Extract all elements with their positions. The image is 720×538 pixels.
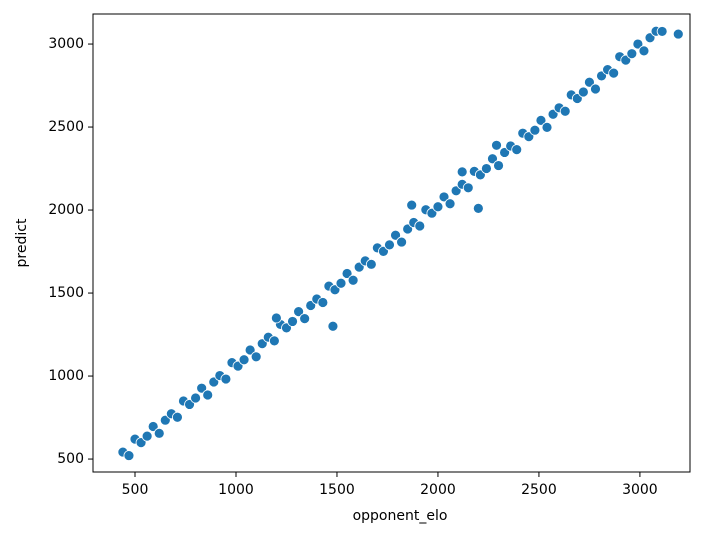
point [626,48,638,60]
y-tick-label: 1500 [48,285,84,301]
point [444,198,456,210]
point [147,421,159,432]
point [481,163,492,174]
point [365,258,377,270]
point [299,313,311,325]
x-axis-label: opponent_elo [353,508,448,524]
point [172,411,183,423]
y-axis-label: predict [14,218,30,267]
point [406,199,418,211]
x-tick-label: 2000 [420,482,456,498]
point [238,354,250,366]
point [590,83,601,95]
point [384,239,395,251]
point [244,344,256,356]
x-tick-label: 2500 [521,482,557,498]
y-tick-label: 2500 [48,119,84,135]
point [202,389,214,401]
point [268,335,280,347]
point [287,316,298,327]
point [438,191,450,203]
point [472,202,484,214]
point [396,236,407,248]
point [487,153,498,165]
point [220,373,232,385]
x-tick-label: 1000 [218,482,254,498]
point [608,67,620,79]
point [317,297,329,308]
point [456,166,468,178]
point [462,182,474,194]
point [335,277,347,289]
x-tick-label: 500 [122,482,149,498]
point [672,28,684,40]
point [327,320,339,332]
y-tick-label: 2000 [48,202,84,218]
point [529,124,541,136]
point [414,220,426,232]
point [632,38,644,50]
plot-frame [92,13,691,473]
point [491,139,502,151]
point [123,450,135,461]
x-tick-label: 1500 [319,482,355,498]
point [196,382,208,394]
x-tick-label: 3000 [622,482,658,498]
y-tick-label: 500 [57,451,84,467]
y-tick-label: 1000 [48,368,84,384]
point [293,306,304,318]
point [347,274,359,286]
point [584,76,595,88]
point [390,229,401,241]
point [656,26,668,37]
point [535,115,547,126]
point [559,105,571,117]
y-tick-label: 3000 [48,36,84,52]
point [153,427,165,439]
point [638,45,650,57]
point [341,268,353,279]
point [432,201,444,213]
point [541,121,553,133]
point [250,351,262,363]
point [190,392,201,404]
point [493,160,504,171]
point [141,430,153,442]
point [270,312,282,324]
point [577,86,589,98]
point [511,144,523,156]
